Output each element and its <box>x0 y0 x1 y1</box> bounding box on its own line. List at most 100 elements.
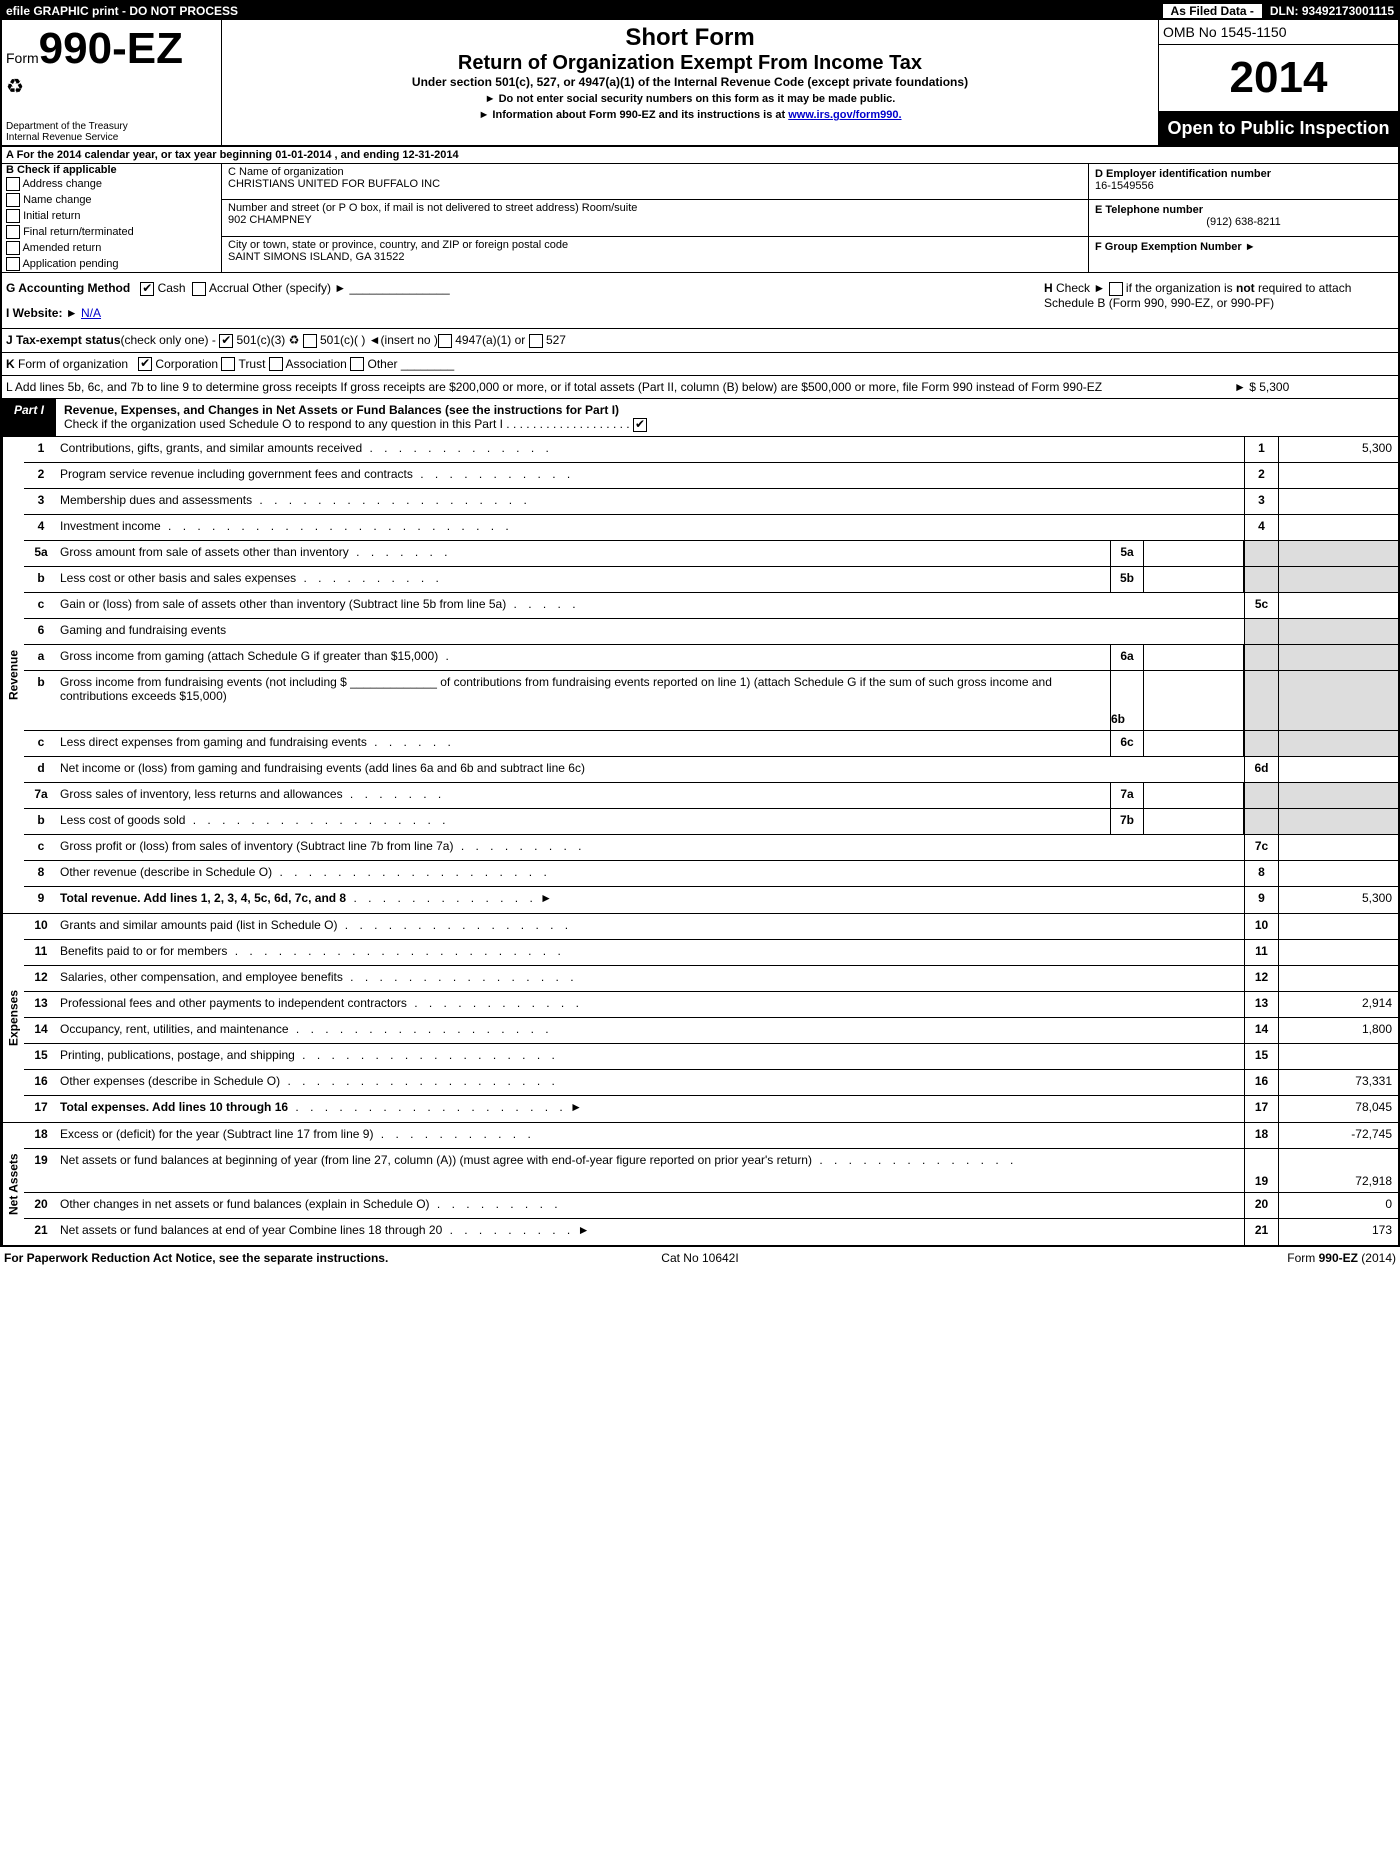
line18-amount: -72,745 <box>1278 1123 1398 1148</box>
check-pending[interactable]: Application pending <box>6 256 217 272</box>
l-amount: ► $ 5,300 <box>1234 380 1394 394</box>
check-accrual[interactable] <box>192 282 206 296</box>
line7c-amount <box>1278 835 1398 860</box>
part1-tag: Part I <box>2 399 56 436</box>
line13-amount: 2,914 <box>1278 992 1398 1017</box>
check-final-return[interactable]: Final return/terminated <box>6 224 217 240</box>
ein-box: D Employer identification number16-15495… <box>1089 164 1398 200</box>
netassets-body: 18Excess or (deficit) for the year (Subt… <box>24 1123 1398 1245</box>
form-word: Form <box>6 50 39 66</box>
line-h: H Check ► if the organization is not req… <box>1044 281 1394 320</box>
line1-text: Contributions, gifts, grants, and simila… <box>60 441 362 455</box>
part1-title: Revenue, Expenses, and Changes in Net As… <box>64 403 619 417</box>
check-initial-return[interactable]: Initial return <box>6 208 217 224</box>
ein: 16-1549556 <box>1095 180 1154 192</box>
form-container: efile GRAPHIC print - DO NOT PROCESS As … <box>0 0 1400 1247</box>
line5c-text: Gain or (loss) from sale of assets other… <box>60 597 506 611</box>
group-exempt-box: F Group Exemption Number ► <box>1089 237 1398 272</box>
line2-text: Program service revenue including govern… <box>60 467 413 481</box>
f-label: F Group Exemption Number ► <box>1095 241 1256 253</box>
revenue-label: Revenue <box>2 437 24 913</box>
line5c-amount <box>1278 593 1398 618</box>
netassets-section: Net Assets 18Excess or (deficit) for the… <box>2 1123 1398 1245</box>
phone: (912) 638-8211 <box>1095 216 1392 228</box>
d-label: D Employer identification number <box>1095 168 1271 180</box>
line6a-text: Gross income from gaming (attach Schedul… <box>60 649 438 663</box>
section-b-c-d: B Check if applicable Address change Nam… <box>2 164 1398 273</box>
check-4947[interactable] <box>438 334 452 348</box>
efile-notice: efile GRAPHIC print - DO NOT PROCESS <box>6 4 1155 18</box>
line-l: L Add lines 5b, 6c, and 7b to line 9 to … <box>2 376 1398 399</box>
check-501c[interactable] <box>303 334 317 348</box>
irs-link[interactable]: www.irs.gov/form990. <box>788 109 901 121</box>
line-g-h: G Accounting Method Cash Accrual Other (… <box>2 273 1398 329</box>
recycle-icon: ♻ <box>6 74 217 99</box>
line3-text: Membership dues and assessments <box>60 493 252 507</box>
expenses-label: Expenses <box>2 914 24 1122</box>
line16-amount: 73,331 <box>1278 1070 1398 1095</box>
line16-text: Other expenses (describe in Schedule O) <box>60 1074 280 1088</box>
line14-text: Occupancy, rent, utilities, and maintena… <box>60 1022 289 1036</box>
expenses-section: Expenses 10Grants and similar amounts pa… <box>2 914 1398 1123</box>
line19-amount: 72,918 <box>1278 1149 1398 1192</box>
check-address-change[interactable]: Address change <box>6 176 217 192</box>
line-a: A For the 2014 calendar year, or tax yea… <box>2 147 1398 164</box>
c-label: C Name of organization <box>228 166 344 178</box>
revenue-section: Revenue 1Contributions, gifts, grants, a… <box>2 437 1398 914</box>
l-text: L Add lines 5b, 6c, and 7b to line 9 to … <box>6 380 1234 394</box>
check-other-org[interactable] <box>350 357 364 371</box>
part1-header: Part I Revenue, Expenses, and Changes in… <box>2 399 1398 437</box>
accrual-label: Accrual Other (specify) ► <box>209 281 346 295</box>
check-501c3[interactable] <box>219 334 233 348</box>
line-k: K Form of organization Corporation Trust… <box>2 353 1398 377</box>
line12-text: Salaries, other compensation, and employ… <box>60 970 343 984</box>
section-b: B Check if applicable Address change Nam… <box>2 164 222 272</box>
return-subtitle: Under section 501(c), 527, or 4947(a)(1)… <box>230 75 1150 89</box>
city: SAINT SIMONS ISLAND, GA 31522 <box>228 251 404 263</box>
dept: Department of the Treasury Internal Reve… <box>6 121 128 143</box>
line-g: G Accounting Method Cash Accrual Other (… <box>6 281 1044 320</box>
line15-amount <box>1278 1044 1398 1069</box>
form-number: 990-EZ <box>39 24 183 73</box>
line21-text: Net assets or fund balances at end of ye… <box>60 1223 442 1237</box>
omb-number: OMB No 1545-1150 <box>1159 20 1398 45</box>
i-label: I Website: ► <box>6 306 78 320</box>
line6b-text: Gross income from fundraising events (no… <box>60 675 1052 703</box>
line14-amount: 1,800 <box>1278 1018 1398 1043</box>
check-527[interactable] <box>529 334 543 348</box>
header-right: OMB No 1545-1150 2014 Open to Public Ins… <box>1158 20 1398 145</box>
form-rows: Revenue 1Contributions, gifts, grants, a… <box>2 437 1398 1245</box>
cash-label: Cash <box>158 281 186 295</box>
line10-text: Grants and similar amounts paid (list in… <box>60 918 337 932</box>
dln: DLN: 93492173001115 <box>1270 4 1394 18</box>
header-left: Form990-EZ ♻ Department of the Treasury … <box>2 20 222 145</box>
line19-text: Net assets or fund balances at beginning… <box>60 1153 812 1167</box>
addr-label: Number and street (or P O box, if mail i… <box>228 202 637 214</box>
check-cash[interactable] <box>140 282 154 296</box>
check-name-change[interactable]: Name change <box>6 192 217 208</box>
instr2-text: ► Information about Form 990-EZ and its … <box>478 109 788 121</box>
netassets-label: Net Assets <box>2 1123 24 1245</box>
city-label: City or town, state or province, country… <box>228 239 568 251</box>
check-schedule-o[interactable] <box>633 418 647 432</box>
check-schedule-b[interactable] <box>1109 282 1123 296</box>
line17-text: Total expenses. Add lines 10 through 16 <box>60 1100 288 1114</box>
line-a-text: A For the 2014 calendar year, or tax yea… <box>6 149 459 161</box>
check-assoc[interactable] <box>269 357 283 371</box>
check-corp[interactable] <box>138 357 152 371</box>
line20-text: Other changes in net assets or fund bala… <box>60 1197 430 1211</box>
line11-amount <box>1278 940 1398 965</box>
website[interactable]: N/A <box>81 306 101 320</box>
paperwork-notice: For Paperwork Reduction Act Notice, see … <box>4 1251 468 1265</box>
check-trust[interactable] <box>221 357 235 371</box>
line8-text: Other revenue (describe in Schedule O) <box>60 865 272 879</box>
check-amended[interactable]: Amended return <box>6 240 217 256</box>
line-j: J Tax-exempt status(check only one) - 50… <box>2 329 1398 353</box>
line4-amount <box>1278 515 1398 540</box>
phone-box: E Telephone number(912) 638-8211 <box>1089 200 1398 236</box>
line8-amount <box>1278 861 1398 886</box>
short-form-label: Short Form <box>230 24 1150 52</box>
line17-amount: 78,045 <box>1278 1096 1398 1122</box>
line11-text: Benefits paid to or for members <box>60 944 227 958</box>
city-box: City or town, state or province, country… <box>222 237 1088 272</box>
